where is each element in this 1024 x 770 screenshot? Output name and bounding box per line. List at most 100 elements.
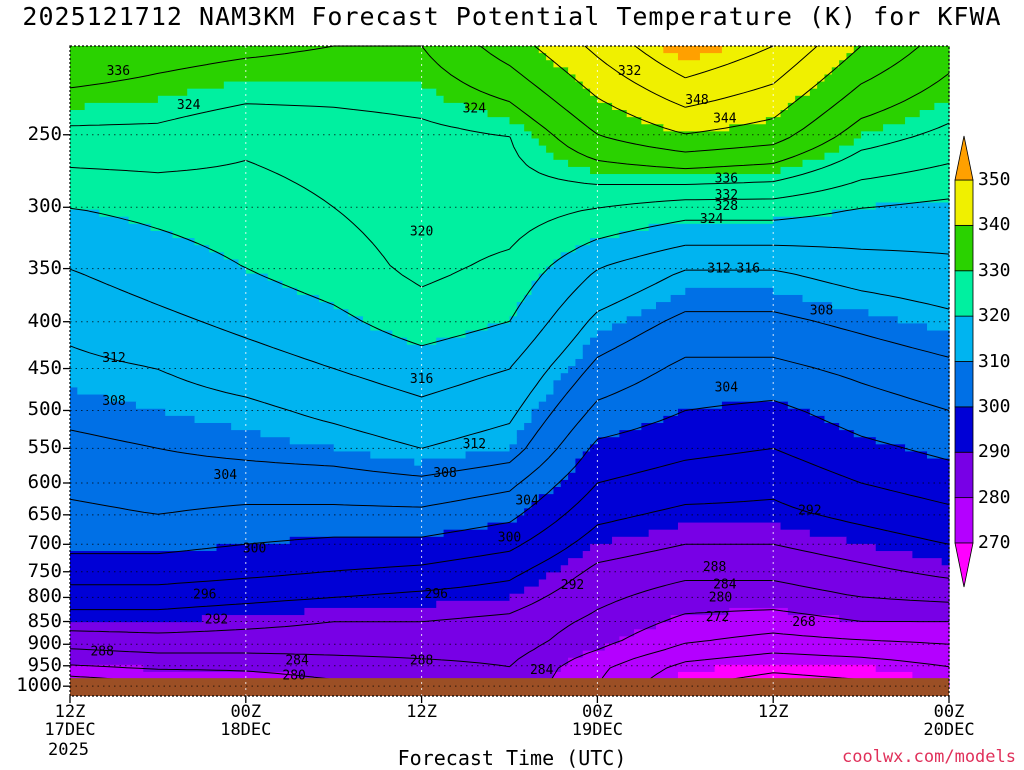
- fill-cell: [582, 351, 950, 360]
- x-tick-label: 00Z: [933, 702, 965, 722]
- fill-cell: [538, 401, 723, 410]
- fill-cell: [70, 664, 144, 673]
- fill-cell: [260, 430, 518, 438]
- contour-label: 316: [410, 372, 433, 387]
- fill-cell: [70, 188, 950, 196]
- fill-cell: [516, 437, 598, 445]
- contour-304: [69, 356, 950, 515]
- fill-cell: [670, 615, 840, 623]
- fill-cell: [465, 330, 598, 339]
- contour-label: 344: [713, 112, 737, 127]
- fill-cell: [656, 302, 833, 310]
- fill-cell: [70, 551, 584, 559]
- fill-cell: [934, 102, 950, 111]
- fill-cell: [861, 131, 950, 140]
- y-tick-label: 800: [27, 585, 62, 608]
- fill-cell: [560, 664, 716, 673]
- fill-cell: [568, 67, 833, 76]
- fill-cell: [70, 280, 284, 289]
- fill-cell: [70, 408, 166, 417]
- contour-label: 308: [810, 304, 833, 319]
- fill-cell: [590, 88, 811, 97]
- fill-cell: [165, 408, 533, 417]
- fill-cell: [348, 309, 518, 317]
- fill-cell: [70, 67, 569, 76]
- colorbar-box: [954, 497, 974, 544]
- contour-label: 304: [515, 493, 539, 508]
- fill-cell: [846, 536, 950, 545]
- fill-cell: [897, 316, 950, 325]
- fill-cell: [612, 323, 928, 332]
- fill-cell: [70, 394, 108, 403]
- fill-cell: [70, 536, 291, 545]
- fill-cell: [223, 252, 562, 260]
- fill-cell: [560, 479, 950, 488]
- contour-label: 324: [177, 98, 201, 113]
- contour-336: [479, 45, 921, 153]
- fill-cell: [582, 650, 950, 659]
- fill-cell: [70, 294, 320, 303]
- fill-cell: [70, 387, 78, 396]
- fill-cell: [70, 302, 335, 310]
- fill-cell: [363, 316, 511, 325]
- x-date-label: 18DEC: [220, 720, 272, 740]
- colorbar-label: 270: [978, 532, 1011, 553]
- plot-border: [69, 45, 950, 697]
- fill-cell: [465, 451, 584, 460]
- contour-label: 336: [715, 171, 738, 186]
- fill-cell: [817, 81, 950, 90]
- y-tick-label: 700: [27, 532, 62, 555]
- fill-cell: [524, 586, 950, 595]
- fill-cell: [70, 60, 555, 68]
- fill-cell: [333, 302, 518, 310]
- contour-300: [70, 399, 950, 555]
- contour-label: 312: [463, 437, 486, 452]
- fill-cell: [765, 117, 906, 125]
- y-tick-label: 500: [27, 398, 62, 421]
- fill-cell: [150, 223, 650, 232]
- fill-cell: [128, 216, 774, 225]
- fill-cell: [143, 664, 562, 673]
- fill-cell: [553, 259, 950, 268]
- contour-label: 308: [433, 466, 456, 481]
- fill-cell: [626, 316, 899, 325]
- fill-cell: [70, 252, 225, 260]
- colorbar-upper-arrow: [954, 135, 974, 181]
- fill-cell: [70, 88, 188, 97]
- fill-cell: [685, 287, 774, 296]
- fill-cell: [509, 117, 642, 125]
- contour-328: [69, 103, 950, 185]
- fill-cell: [70, 330, 393, 339]
- fill-cell: [590, 238, 950, 246]
- fill-cell: [553, 487, 950, 495]
- fill-cell: [590, 543, 877, 552]
- fill-cell: [531, 408, 679, 417]
- fill-cell: [839, 615, 950, 623]
- fill-cell: [824, 415, 950, 424]
- fill-cell: [70, 95, 159, 104]
- fill-cell: [70, 245, 210, 253]
- fill-cell: [634, 629, 950, 637]
- fill-cell: [77, 387, 555, 396]
- y-tick-label: 550: [27, 436, 62, 459]
- fill-cell: [912, 551, 950, 559]
- fill-cell: [560, 565, 950, 573]
- fill-cell: [590, 337, 950, 346]
- fill-cell: [436, 337, 591, 346]
- credit-link[interactable]: coolwx.com/models: [842, 747, 1016, 767]
- fill-cell: [70, 622, 657, 630]
- fill-cell: [70, 358, 577, 367]
- fill-cell: [575, 74, 826, 83]
- fill-cell: [421, 81, 584, 90]
- colorbar-box: [954, 406, 974, 453]
- colorbar-box: [954, 451, 974, 499]
- contour-label: 312: [102, 351, 125, 366]
- fill-cell: [70, 287, 298, 296]
- contour-label: 280: [282, 669, 305, 684]
- x-tick-label: 12Z: [54, 702, 86, 722]
- contour-label: 300: [498, 530, 521, 545]
- fill-cell: [70, 607, 305, 616]
- fill-cell: [853, 138, 950, 147]
- fill-cell: [70, 309, 349, 317]
